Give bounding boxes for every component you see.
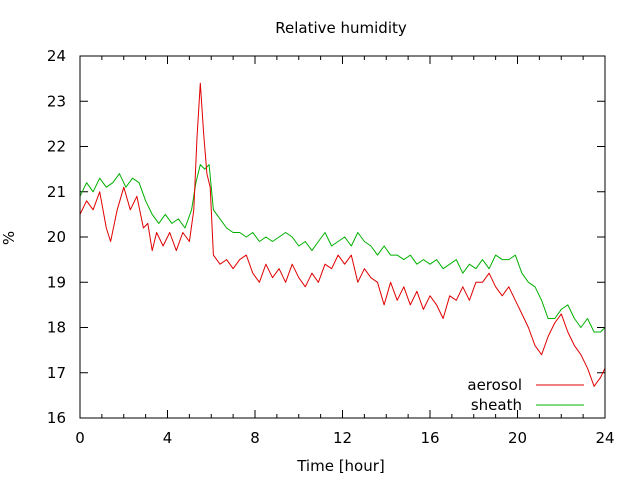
y-tick-label: 16 bbox=[47, 409, 66, 427]
x-tick-label: 0 bbox=[75, 429, 85, 447]
legend-label-aerosol: aerosol bbox=[467, 376, 522, 394]
x-tick-label: 8 bbox=[250, 429, 260, 447]
y-axis-label: % bbox=[0, 231, 18, 245]
plot-frame bbox=[79, 55, 606, 419]
y-tick-label: 22 bbox=[47, 138, 66, 156]
y-tick-label: 18 bbox=[47, 319, 66, 337]
legend: aerosol sheath bbox=[467, 376, 584, 414]
x-tick-label: 24 bbox=[595, 429, 614, 447]
axis-ticks: 0 4 8 12 16 20 24 16 17 18 19 20 21 22 23 24 bbox=[47, 47, 615, 447]
y-tick-label: 19 bbox=[47, 273, 66, 291]
series-lines bbox=[79, 82, 606, 387]
y-tick-label: 23 bbox=[47, 92, 66, 110]
x-tick-label: 20 bbox=[508, 429, 527, 447]
y-tick-label: 17 bbox=[47, 364, 66, 382]
series-line-sheath bbox=[79, 164, 606, 333]
x-tick-label: 4 bbox=[163, 429, 173, 447]
y-tick-label: 21 bbox=[47, 183, 66, 201]
x-axis-label: Time [hour] bbox=[296, 457, 385, 475]
y-tick-label: 20 bbox=[47, 228, 66, 246]
legend-label-sheath: sheath bbox=[471, 396, 522, 414]
series-line-aerosol bbox=[79, 82, 606, 387]
chart-title: Relative humidity bbox=[275, 19, 407, 37]
x-tick-label: 12 bbox=[333, 429, 352, 447]
x-tick-label: 16 bbox=[420, 429, 439, 447]
y-tick-label: 24 bbox=[47, 47, 66, 65]
